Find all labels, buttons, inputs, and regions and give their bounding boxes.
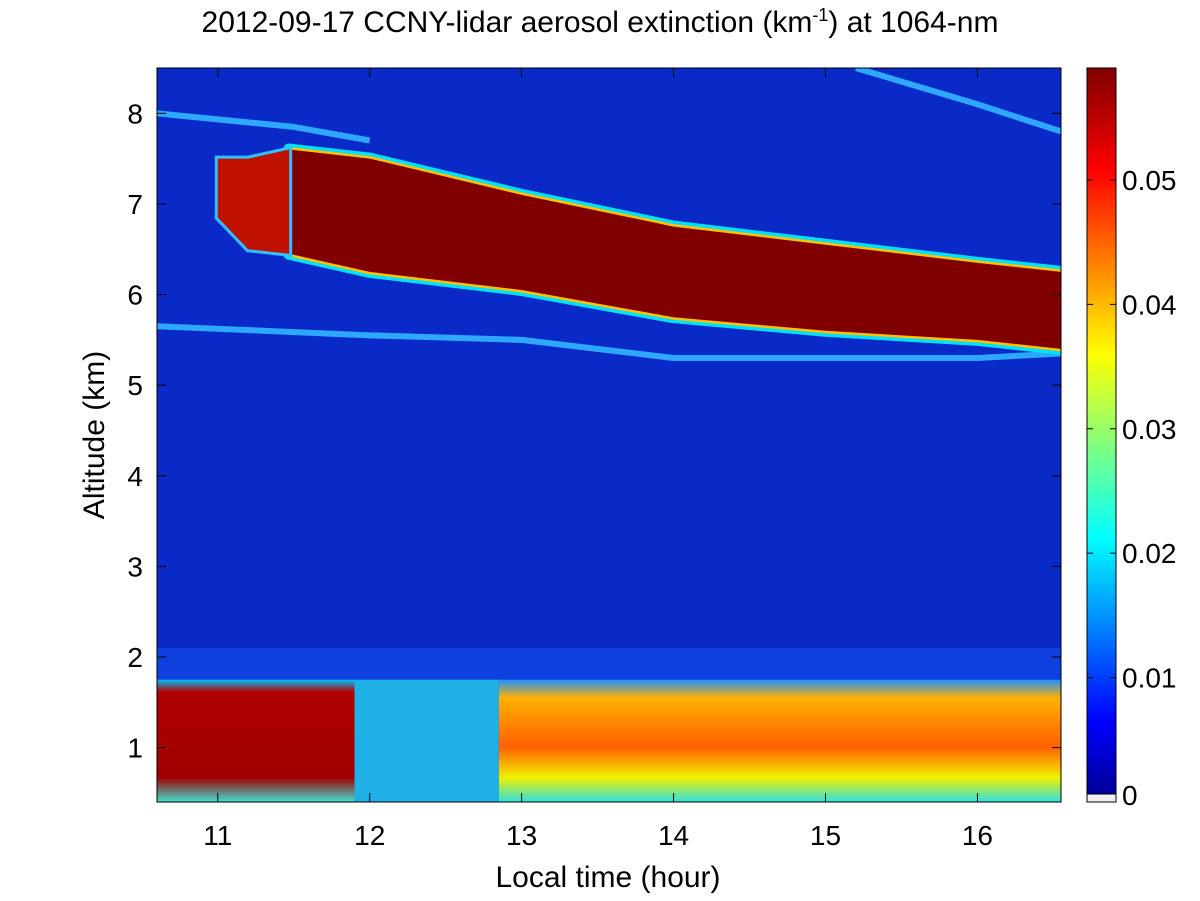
x-tick-label: 15 [810,820,841,851]
y-tick-label: 7 [127,189,143,220]
x-tick-label: 14 [658,820,689,851]
colorbar-tick-label: 0.01 [1122,663,1177,694]
colorbar-tick-label: 0.02 [1122,538,1177,569]
y-tick-label: 8 [127,98,143,129]
colorbar-tick-label: 0.04 [1122,289,1177,320]
x-tick-label: 11 [203,820,232,851]
layer-boundary-layer-left [157,679,355,802]
boundary-layer-gap [354,679,499,802]
layer-cirrus-thick [289,149,1061,349]
layer-upper-thin-layer [157,110,371,144]
colorbar-zero-swatch [1086,793,1117,803]
layer-upper-right-layer [855,68,1061,135]
chart-title: 2012-09-17 CCNY-lidar aerosol extinction… [201,5,999,39]
y-tick-label: 3 [127,551,143,582]
y-tick-label: 1 [127,733,143,764]
colorbar-ticks: 0 0.01 0.02 0.03 0.04 0.05 [1087,165,1177,811]
x-axis-label: Local time (hour) [495,861,720,894]
y-tick-label: 4 [127,461,143,492]
x-tick-label: 16 [962,820,993,851]
x-tick-label: 12 [354,820,385,851]
colorbar-tick-label: 0.03 [1122,414,1177,445]
colorbar [1086,67,1117,803]
x-tick-label: 13 [506,820,537,851]
layer-boundary-layer-right [498,679,1061,802]
residual-layer [157,647,1061,680]
y-tick-label: 5 [127,370,143,401]
colorbar-tick-label: 0.05 [1122,165,1177,196]
heatmap-area [157,68,1061,802]
y-axis-label: Altitude (km) [78,351,111,519]
layer-cirrus-onset [217,149,290,254]
layer-mid-thin-layer [157,323,1061,361]
plot-frame [156,67,1062,803]
y-tick-label: 2 [127,642,143,673]
y-tick-label: 6 [127,280,143,311]
colorbar-tick-label: 0 [1122,780,1138,811]
